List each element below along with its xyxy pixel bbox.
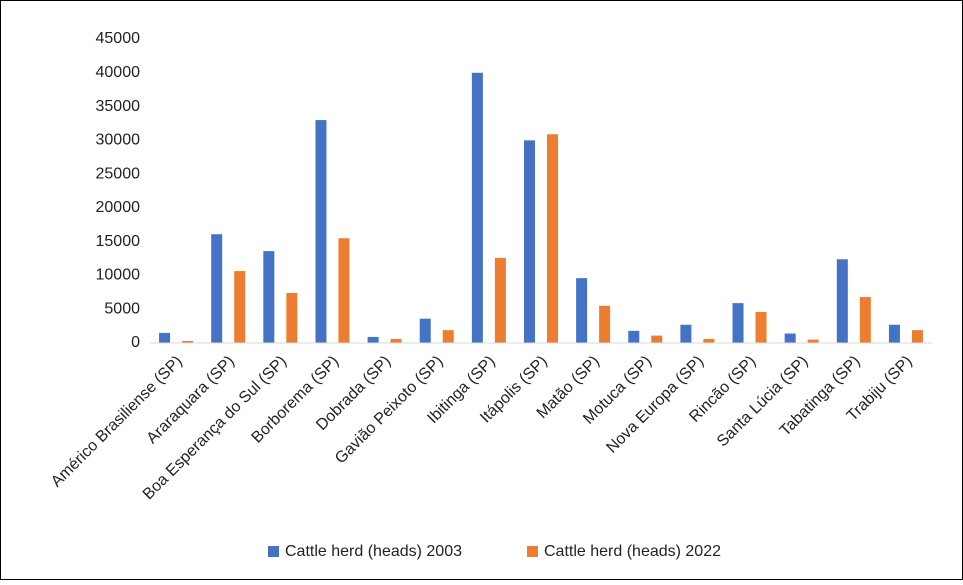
bar — [338, 238, 350, 343]
bar — [911, 330, 923, 343]
y-tick-label: 5000 — [104, 300, 140, 317]
bar — [859, 297, 871, 343]
bar — [524, 140, 535, 343]
bar — [576, 278, 588, 343]
y-tick-label: 15000 — [96, 233, 141, 250]
bar — [211, 234, 223, 343]
y-tick-label: 45000 — [96, 30, 141, 47]
bar — [651, 335, 663, 343]
bar — [286, 293, 298, 343]
y-tick-label: 20000 — [96, 199, 141, 216]
bar — [755, 311, 767, 343]
bar — [419, 318, 431, 343]
bar — [471, 72, 483, 344]
bar — [888, 324, 900, 343]
bar — [494, 257, 506, 343]
legend-swatch — [268, 546, 279, 557]
bar — [390, 338, 402, 343]
legend-label: Cattle herd (heads) 2003 — [285, 543, 462, 560]
bar — [182, 340, 194, 343]
bar — [680, 324, 692, 343]
bar — [836, 259, 848, 343]
bar — [732, 303, 744, 343]
bar — [784, 333, 796, 343]
bar — [547, 134, 558, 343]
y-tick-label: 25000 — [96, 165, 141, 182]
bar — [599, 305, 611, 343]
bar — [159, 332, 171, 343]
y-tick-label: 35000 — [96, 98, 141, 115]
bar — [263, 251, 275, 343]
legend-swatch — [527, 546, 538, 557]
y-tick-label: 40000 — [96, 64, 141, 81]
y-tick-label: 0 — [131, 334, 140, 351]
y-tick-label: 10000 — [96, 267, 141, 284]
bar — [703, 338, 715, 343]
y-tick-label: 30000 — [96, 132, 141, 149]
bar — [234, 271, 246, 343]
bar — [807, 339, 819, 343]
bar — [315, 120, 327, 343]
bar — [367, 336, 379, 343]
legend-label: Cattle herd (heads) 2022 — [544, 543, 721, 560]
bar — [628, 330, 640, 343]
bar — [442, 330, 454, 343]
